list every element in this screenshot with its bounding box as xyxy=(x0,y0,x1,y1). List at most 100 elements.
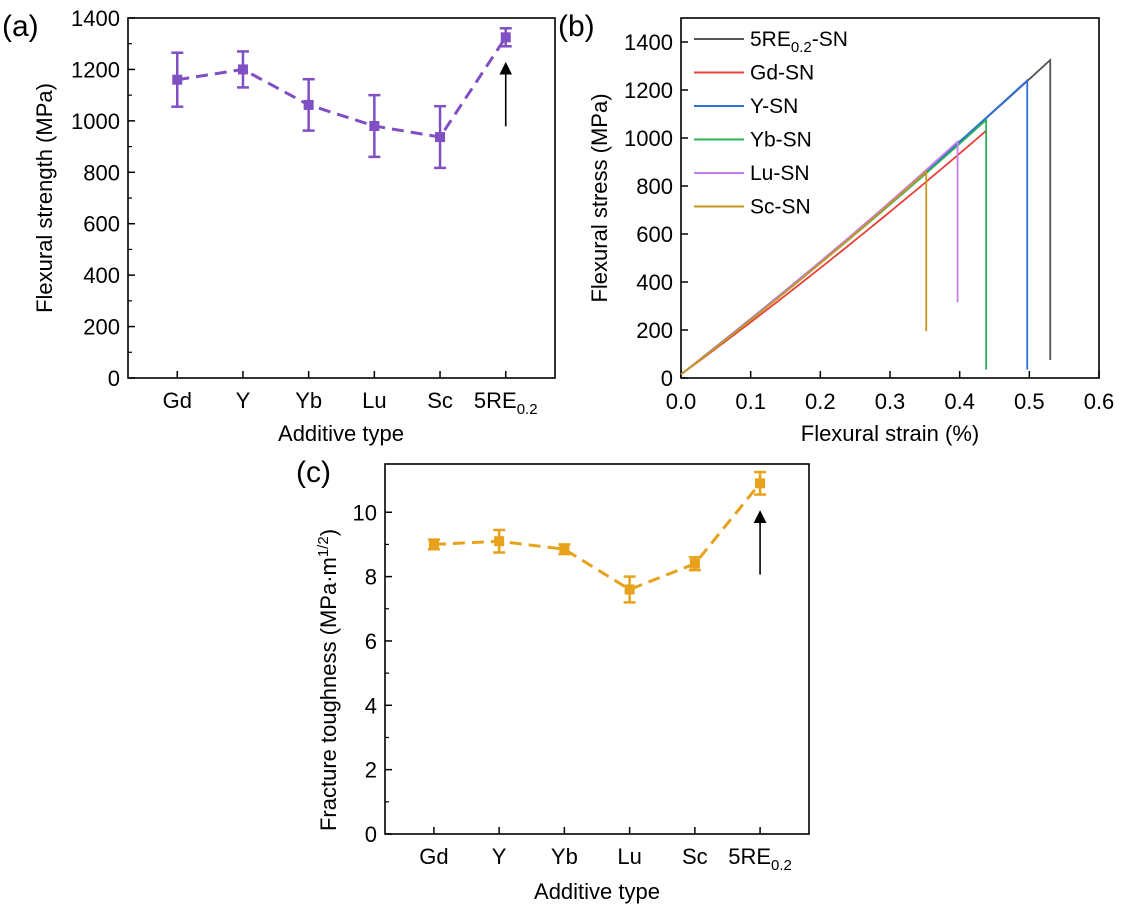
panel-b-legend-label-main: Sc-SN xyxy=(750,196,811,219)
panel-b-curve-5 xyxy=(680,169,928,376)
panel-b-xtick-label: 0.4 xyxy=(944,389,975,414)
panel-a-series-line xyxy=(177,36,507,139)
panel-a-frame xyxy=(127,17,556,379)
panel-c-series xyxy=(427,470,767,604)
panel-a-xtick-label-main: 5RE xyxy=(474,388,517,413)
panel-b-y-axis: 0 200 400 600 800 1000 1200 1400 xyxy=(624,30,688,391)
panel-a-point-5re xyxy=(500,32,511,43)
panel-c-xtick-label: 5RE0.2 xyxy=(728,844,792,874)
panel-c-frame xyxy=(384,463,810,835)
panel-c-y-axis: 0 2 4 6 8 10 xyxy=(353,500,392,847)
panel-b-x-title: Flexural strain (%) xyxy=(801,421,979,446)
panel-b-ytick-label: 1200 xyxy=(624,78,673,103)
panel-a-x-axis: Gd Y Yb Lu Sc 5RE0.2 xyxy=(163,371,538,418)
panel-c-xtick-label-main: Sc xyxy=(682,844,708,869)
panel-c-ytick-label: 4 xyxy=(365,693,377,718)
panel-b-legend-label-1: Gd-SN xyxy=(750,62,814,85)
panel-c-y-title-sup: 1/2 xyxy=(315,536,332,557)
panel-b-curve-1 xyxy=(680,130,987,376)
panel-b-legend-label-main: Lu-SN xyxy=(750,162,810,185)
panel-a: (a) 0 200 400 600 800 1000 1200 1400 Gd Y Yb Lu Sc 5… xyxy=(2,6,556,446)
panel-a-xtick-label: Sc xyxy=(427,388,453,413)
panel-a-ytick-label: 1200 xyxy=(71,57,120,82)
panel-c-ytick-label: 6 xyxy=(365,629,377,654)
panel-c-xtick-label-main: Gd xyxy=(419,844,448,869)
panel-c: (c) 0 2 4 6 8 10 Gd Y Yb Lu Sc 5RE0.2 Additive typ… xyxy=(296,456,810,904)
panel-c-xtick-label: Yb xyxy=(551,844,578,869)
panel-b-xtick-label: 0.3 xyxy=(875,389,906,414)
panel-b-legend-label-0: 5RE0.2-SN xyxy=(750,28,848,56)
panel-b-y-title: Flexural stress (MPa) xyxy=(587,93,612,302)
panel-b-legend-label-main: Gd-SN xyxy=(750,62,814,85)
panel-a-xtick-label: Gd xyxy=(163,388,192,413)
panel-a-xtick-label: 5RE0.2 xyxy=(474,388,538,418)
panel-c-xtick-label-main: Y xyxy=(492,844,507,869)
panel-c-label: (c) xyxy=(296,456,331,489)
panel-a-xtick-label-main: Yb xyxy=(295,388,322,413)
panel-a-ytick-label: 800 xyxy=(83,160,120,185)
panel-a-y-title: Flexural strength (MPa) xyxy=(32,83,57,313)
panel-b-legend-label-4: Lu-SN xyxy=(750,162,810,185)
panel-c-xtick-label: Y xyxy=(492,844,507,869)
panel-a-xtick-label-main: Gd xyxy=(163,388,192,413)
panel-b-curve-4 xyxy=(680,139,959,376)
panel-c-point-sc xyxy=(689,558,700,569)
panel-b-xtick-label: 0.6 xyxy=(1084,389,1115,414)
panel-b-legend-label-sub: 0.2 xyxy=(791,39,812,56)
panel-b-legend: 5RE0.2-SN Gd-SN Y-SN Yb-SN Lu-SN Sc-SN xyxy=(694,28,848,219)
panel-a-point-yb xyxy=(303,99,314,110)
panel-a-xtick-label: Yb xyxy=(295,388,322,413)
panel-b-xtick-label: 0.0 xyxy=(666,389,697,414)
panel-c-point-y xyxy=(494,536,505,547)
panel-c-ytick-label: 10 xyxy=(353,500,377,525)
panel-a-ytick-label: 1000 xyxy=(71,109,120,134)
panel-c-ytick-label: 2 xyxy=(365,758,377,783)
panel-c-point-gd xyxy=(428,539,439,550)
panel-b-ytick-label: 1000 xyxy=(624,126,673,151)
panel-c-y-title-close: ) xyxy=(316,529,341,536)
panel-a-ytick-label: 200 xyxy=(83,315,120,340)
panel-c-xtick-label: Gd xyxy=(419,844,448,869)
panel-c-y-title: Fracture toughness (MPa·m1/2) xyxy=(315,529,342,831)
panel-c-point-yb xyxy=(559,544,570,555)
panel-c-x-title: Additive type xyxy=(534,879,660,904)
panel-c-series-line xyxy=(433,482,762,592)
panel-c-xtick-label-sub: 0.2 xyxy=(771,857,792,874)
panel-b-xtick-label: 0.2 xyxy=(805,389,836,414)
panel-a-point-gd xyxy=(172,74,183,85)
panel-a-xtick-label-sub: 0.2 xyxy=(517,401,538,418)
panel-b-legend-label-2: Y-SN xyxy=(750,95,798,118)
panel-b-curve-0 xyxy=(680,57,1052,376)
panel-a-xtick-label: Y xyxy=(236,388,251,413)
panel-c-point-lu xyxy=(624,584,635,595)
panel-a-xtick-label: Lu xyxy=(362,388,386,413)
panel-b-ytick-label: 200 xyxy=(636,318,673,343)
panel-c-xtick-label-main: Lu xyxy=(617,844,641,869)
panel-a-point-lu xyxy=(369,121,380,131)
panel-a-x-title: Additive type xyxy=(278,421,404,446)
panel-c-xtick-label-main: Yb xyxy=(551,844,578,869)
panel-c-xtick-label: Lu xyxy=(617,844,641,869)
panel-a-ytick-label: 600 xyxy=(83,212,120,237)
panel-a-series xyxy=(171,27,513,170)
panel-a-point-y xyxy=(237,64,248,75)
panel-c-point-5re xyxy=(755,478,766,489)
panel-b-ytick-label: 800 xyxy=(636,174,673,199)
panel-c-y-title-main: Fracture toughness (MPa·m xyxy=(316,557,341,831)
panel-b-xtick-label: 0.1 xyxy=(735,389,766,414)
panel-b-legend-label-main: Yb-SN xyxy=(750,129,812,152)
panel-b-ytick-label: 400 xyxy=(636,270,673,295)
panel-a-y-axis: 0 200 400 600 800 1000 1200 1400 xyxy=(71,6,135,391)
panel-b-legend-label-suffix: -SN xyxy=(812,28,848,51)
panel-b-ytick-label: 1400 xyxy=(624,30,673,55)
panel-c-xtick-label-main: 5RE xyxy=(728,844,771,869)
panel-a-point-sc xyxy=(435,132,446,143)
panel-a-xtick-label-main: Lu xyxy=(362,388,386,413)
panel-c-ytick-label: 8 xyxy=(365,565,377,590)
panel-b-x-axis: 0.0 0.1 0.2 0.3 0.4 0.5 0.6 xyxy=(666,371,1115,414)
panel-c-x-axis: Gd Y Yb Lu Sc 5RE0.2 xyxy=(419,827,792,874)
panel-a-xtick-label-main: Sc xyxy=(427,388,453,413)
panel-b-ytick-label: 600 xyxy=(636,222,673,247)
